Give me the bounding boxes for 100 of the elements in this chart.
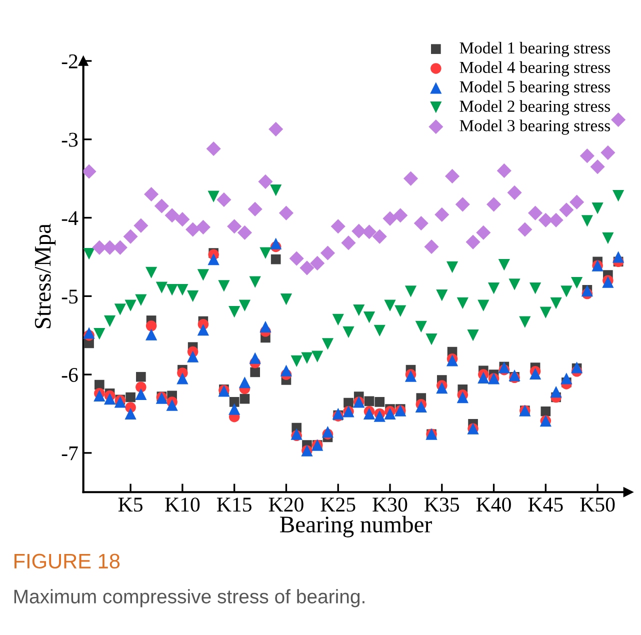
point <box>528 206 543 220</box>
point <box>146 320 157 332</box>
y-tick-label: -2 <box>62 54 78 68</box>
point <box>248 202 262 216</box>
x-tick-label: K40 <box>476 498 511 512</box>
point <box>260 247 272 259</box>
point <box>250 367 260 378</box>
point <box>436 382 448 394</box>
point <box>455 197 470 212</box>
point <box>384 300 396 312</box>
x-tick-label: K20 <box>268 498 304 512</box>
point <box>280 293 292 306</box>
point <box>278 206 294 220</box>
point <box>166 399 178 411</box>
point <box>550 297 562 310</box>
point <box>363 311 376 324</box>
point <box>363 408 376 420</box>
legend-label: Model 4 bearing stress <box>460 61 610 76</box>
y-tick-label: -5 <box>62 290 78 304</box>
point <box>197 269 210 281</box>
point <box>186 222 200 237</box>
point <box>330 219 346 234</box>
point <box>229 397 240 407</box>
legend-label: Model 1 bearing stress <box>460 42 610 58</box>
y-tick-label: -4 <box>62 211 78 225</box>
point <box>320 246 336 260</box>
point <box>486 197 502 212</box>
point <box>237 225 252 240</box>
point <box>362 224 377 240</box>
point <box>238 376 251 388</box>
point <box>341 236 356 250</box>
point <box>559 202 574 218</box>
point <box>488 282 500 294</box>
point <box>496 163 512 178</box>
point <box>249 352 261 364</box>
point <box>580 148 594 164</box>
point <box>228 306 240 318</box>
point <box>124 408 136 420</box>
point <box>364 396 374 406</box>
point <box>145 266 158 278</box>
point <box>538 212 553 228</box>
point <box>393 208 408 223</box>
x-tick-label: K25 <box>320 498 356 512</box>
point <box>352 224 366 238</box>
point <box>434 207 450 222</box>
point <box>135 388 147 400</box>
point <box>258 174 273 189</box>
point <box>322 338 334 350</box>
point <box>478 372 490 384</box>
point <box>611 112 626 128</box>
point <box>508 278 520 290</box>
point <box>404 286 417 298</box>
point <box>270 238 282 250</box>
point <box>467 330 479 342</box>
point <box>332 408 344 420</box>
point <box>374 397 385 407</box>
point <box>156 282 168 294</box>
point <box>374 324 386 336</box>
point <box>176 372 188 384</box>
point <box>145 328 158 340</box>
x-tick-label: K30 <box>372 498 408 512</box>
point <box>114 304 126 316</box>
point <box>456 391 468 404</box>
point <box>600 145 616 160</box>
text: Maximum compressive stress of bearing. <box>14 589 364 608</box>
point <box>507 185 522 200</box>
point <box>126 392 136 402</box>
point <box>83 327 95 339</box>
point <box>104 315 116 328</box>
y-tick-label: -3 <box>62 132 78 147</box>
point <box>415 400 427 412</box>
point <box>134 218 148 233</box>
point <box>240 394 250 404</box>
point <box>332 314 344 326</box>
point <box>570 194 584 210</box>
point <box>394 305 406 317</box>
point <box>270 184 282 196</box>
point <box>249 276 261 288</box>
point <box>187 350 199 362</box>
point <box>176 284 188 296</box>
point <box>602 232 614 244</box>
point <box>592 202 604 214</box>
point <box>123 229 138 244</box>
point <box>529 282 542 294</box>
x-tick-label: K15 <box>216 498 252 512</box>
point <box>548 212 564 228</box>
point <box>238 300 251 312</box>
point <box>197 324 210 336</box>
point <box>581 215 593 227</box>
point <box>550 386 562 398</box>
point <box>322 426 334 438</box>
y-tick-label: -7 <box>62 446 78 460</box>
point <box>135 294 147 306</box>
x-tick-label: K45 <box>528 498 563 512</box>
point <box>342 326 354 338</box>
point <box>456 297 468 310</box>
point <box>382 211 398 226</box>
point <box>446 261 458 273</box>
point <box>164 208 180 223</box>
point <box>476 225 491 240</box>
